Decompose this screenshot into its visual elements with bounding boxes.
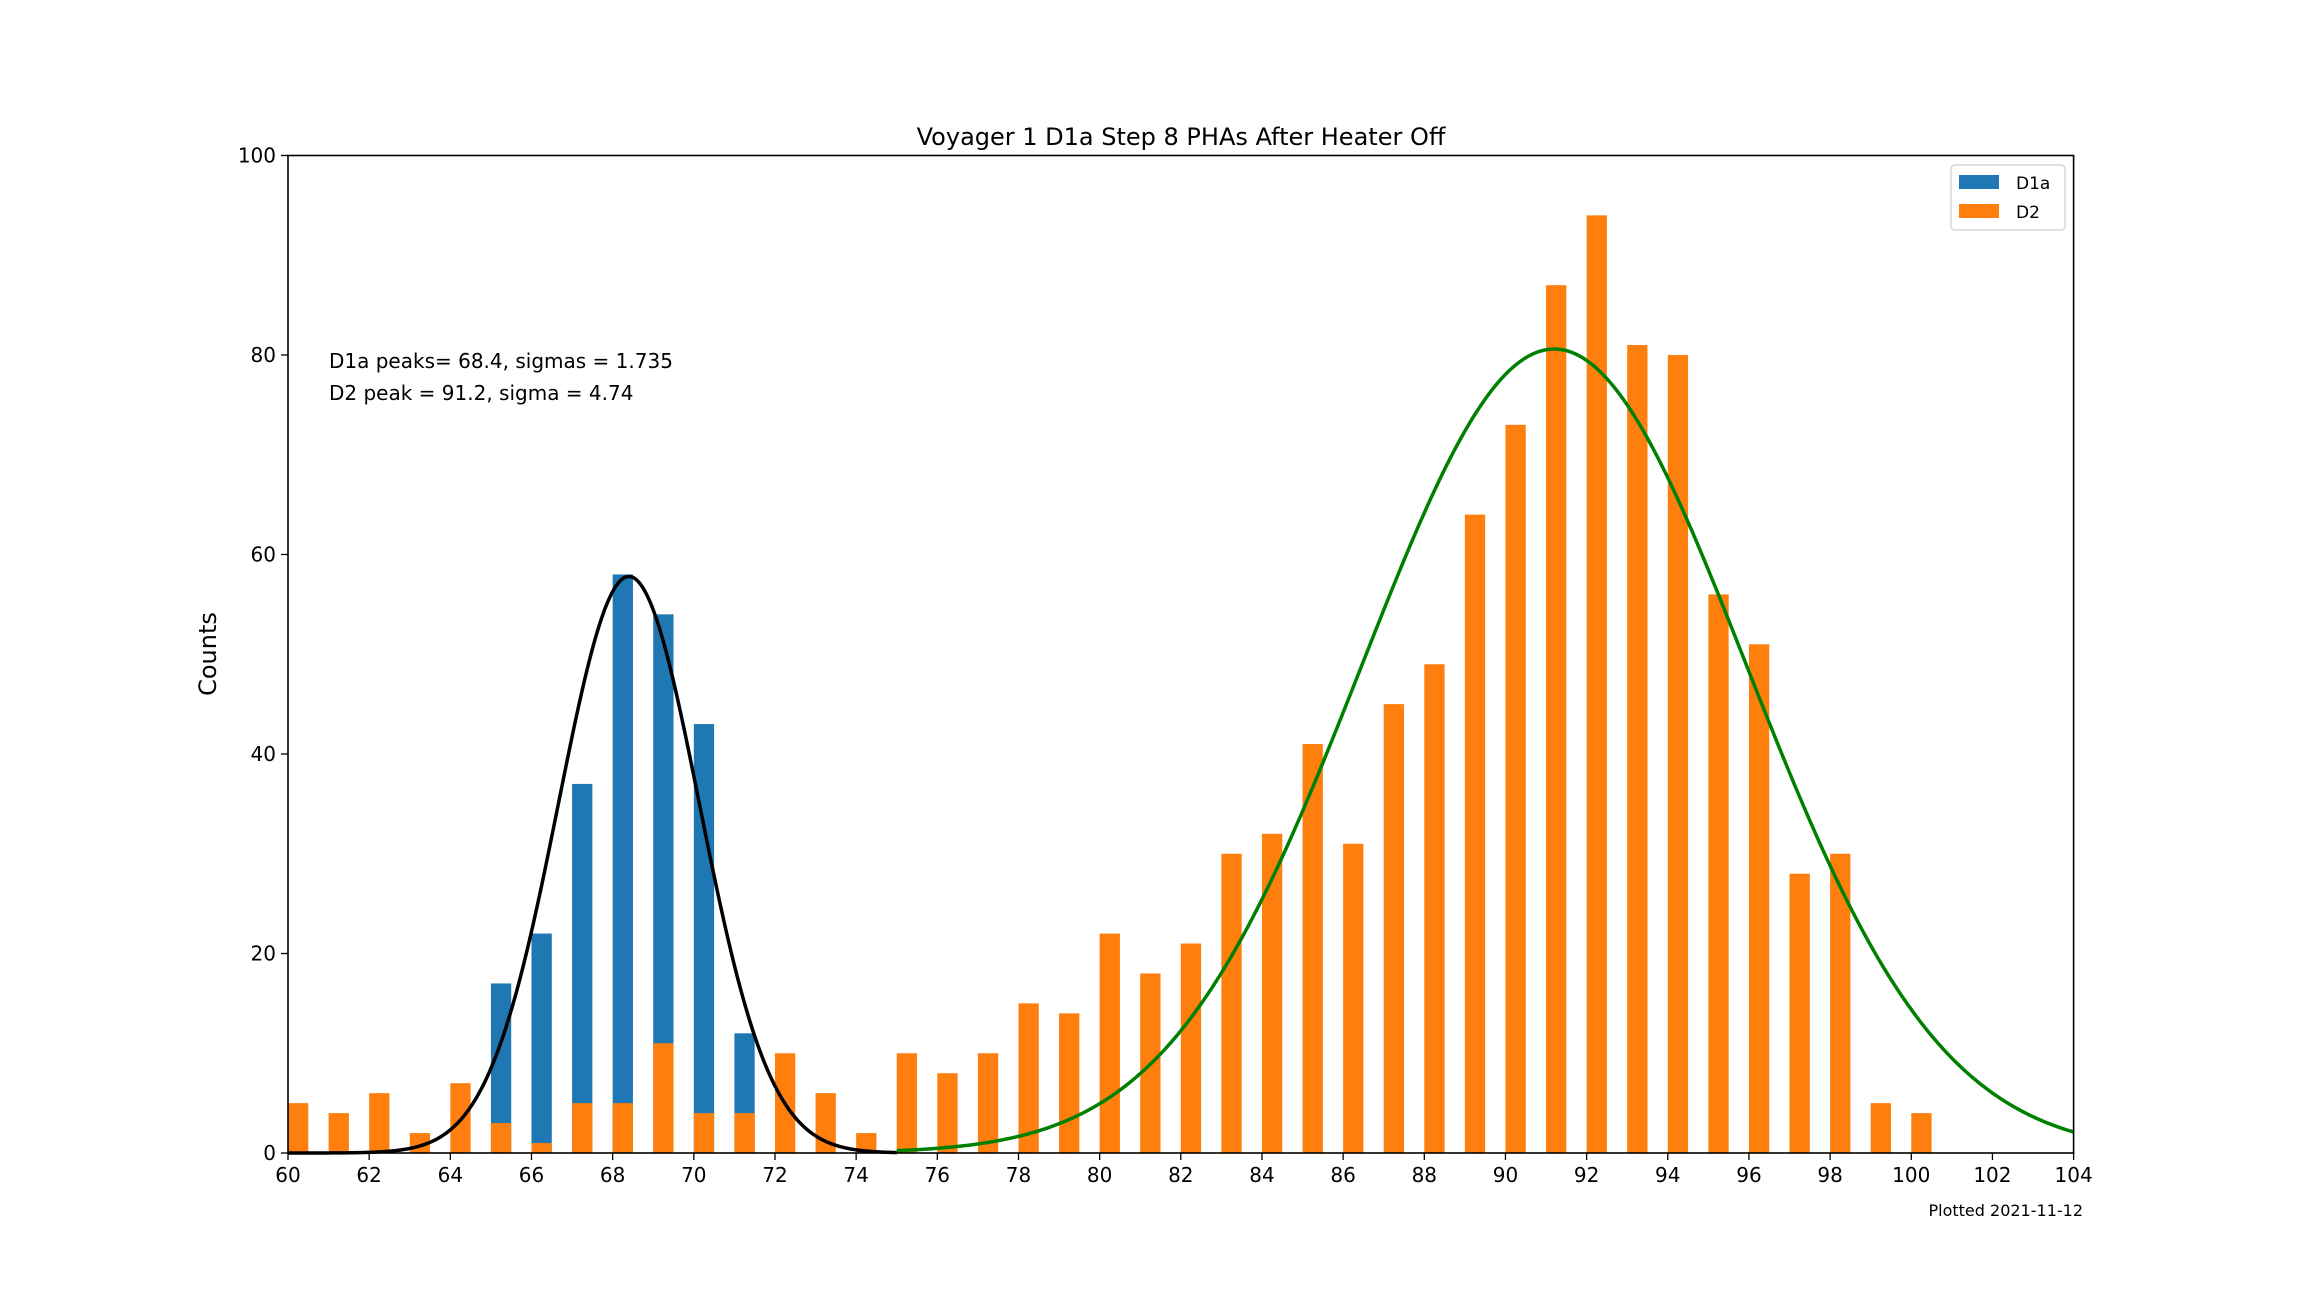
bar-d2-97 (1789, 873, 1810, 1153)
bar-d2-84 (1261, 833, 1283, 1153)
legend-label-d2: D2 (2016, 203, 2040, 223)
bar-d2-61 (328, 1113, 349, 1153)
x-tick-label: 66 (519, 1163, 544, 1187)
bar-d2-98 (1830, 853, 1851, 1153)
y-axis-label: Counts (194, 612, 222, 696)
fit-curve-d1a (287, 574, 897, 1155)
fit-annotation-d2: D2 peak = 91.2, sigma = 4.74 (329, 381, 633, 405)
x-tick-label: 78 (1006, 1163, 1031, 1187)
bar-d1a-66 (531, 933, 552, 1153)
x-tick-label: 64 (438, 1163, 463, 1187)
bar-d2-92 (1586, 215, 1607, 1154)
bar-d2-65 (490, 1123, 512, 1153)
y-tick-label: 60 (251, 543, 276, 567)
x-tick-label: 98 (1817, 1163, 1842, 1187)
x-tick-label: 104 (2055, 1163, 2093, 1187)
legend-label-d1a: D1a (2016, 174, 2050, 194)
bar-d2-80 (1099, 933, 1120, 1153)
bar-d1a-69 (653, 614, 674, 1153)
bar-d2-87 (1383, 704, 1404, 1153)
bar-d2-75 (896, 1053, 918, 1153)
bar-d2-82 (1180, 943, 1202, 1153)
x-tick-label: 80 (1087, 1163, 1112, 1187)
x-tick-label: 100 (1892, 1163, 1930, 1187)
bar-d2-96 (1748, 644, 1770, 1153)
bar-d2-85 (1302, 744, 1323, 1153)
x-tick-label: 74 (843, 1163, 868, 1187)
x-tick-label: 102 (1973, 1163, 2011, 1187)
bar-d2-66 (531, 1143, 552, 1153)
x-tick-label: 88 (1412, 1163, 1437, 1187)
x-tick-label: 72 (762, 1163, 787, 1187)
x-tick-label: 60 (275, 1163, 300, 1187)
y-axis: 0 20 40 60 80 100 (238, 144, 288, 1165)
x-tick-label: 68 (600, 1163, 625, 1187)
bar-d2-91 (1546, 285, 1567, 1153)
x-tick-label: 62 (356, 1163, 381, 1187)
bar-d2-77 (977, 1053, 999, 1153)
bar-d1a-68 (612, 574, 633, 1153)
bar-d2-76 (937, 1073, 958, 1153)
y-tick-label: 0 (263, 1141, 276, 1165)
bar-d2-70 (693, 1113, 715, 1153)
bar-d2-69 (653, 1043, 674, 1153)
bar-d2-93 (1627, 345, 1648, 1153)
bar-d2-71 (734, 1113, 755, 1153)
bar-d2-83 (1221, 853, 1242, 1153)
legend-swatch-d2 (1959, 204, 1999, 218)
x-tick-label: 90 (1493, 1163, 1518, 1187)
bar-d2-88 (1424, 664, 1445, 1153)
fit-curve-d2 (896, 347, 2075, 1153)
y-tick-label: 40 (251, 742, 276, 766)
bar-d2-95 (1708, 594, 1729, 1153)
x-tick-label: 70 (681, 1163, 706, 1187)
y-tick-label: 100 (238, 144, 276, 168)
fit-curves-layer (287, 347, 2075, 1155)
x-tick-label: 84 (1249, 1163, 1274, 1187)
bar-d1a-67 (572, 783, 593, 1153)
bar-d1a-70 (693, 724, 715, 1153)
bar-d2-79 (1059, 1013, 1080, 1153)
fit-annotation-d1a: D1a peaks= 68.4, sigmas = 1.735 (329, 349, 673, 373)
bar-d2-90 (1505, 424, 1526, 1153)
x-tick-label: 96 (1736, 1163, 1761, 1187)
bar-d2-89 (1464, 514, 1486, 1153)
x-axis: 60 62 64 66 68 70 72 74 76 78 80 82 84 86 88 90 92 94 96 98… (275, 1153, 2093, 1187)
bar-d2-86 (1343, 843, 1364, 1153)
bar-d2-60 (288, 1103, 309, 1153)
bar-d2-99 (1870, 1103, 1891, 1153)
x-tick-label: 94 (1655, 1163, 1680, 1187)
bars-layer (288, 215, 1932, 1154)
x-tick-label: 86 (1330, 1163, 1355, 1187)
bar-d2-78 (1018, 1003, 1039, 1153)
chart-title: Voyager 1 D1a Step 8 PHAs After Heater O… (917, 123, 1446, 151)
y-tick-label: 20 (251, 942, 276, 966)
bar-d2-74 (856, 1133, 877, 1153)
legend: D1a D2 (1950, 164, 2066, 231)
bar-d2-100 (1911, 1113, 1932, 1153)
x-tick-label: 82 (1168, 1163, 1193, 1187)
bar-d2-68 (612, 1103, 633, 1153)
plotted-date: Plotted 2021-11-12 (1929, 1201, 2084, 1220)
bar-d2-62 (369, 1093, 390, 1153)
bar-d2-94 (1667, 355, 1689, 1153)
x-tick-label: 76 (925, 1163, 950, 1187)
bar-d2-67 (572, 1103, 593, 1153)
x-tick-label: 92 (1574, 1163, 1599, 1187)
legend-swatch-d1a (1959, 175, 1999, 189)
y-tick-label: 80 (251, 343, 276, 367)
